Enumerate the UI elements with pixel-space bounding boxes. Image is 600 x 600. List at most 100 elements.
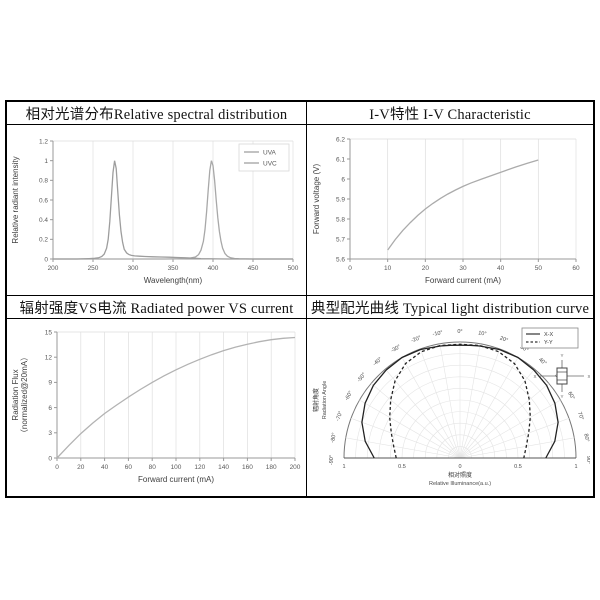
svg-text:X: X [533, 374, 536, 379]
polar-legend: X-X Y-Y [521, 327, 579, 348]
svg-text:50: 50 [535, 265, 543, 272]
svg-text:60: 60 [572, 265, 580, 272]
svg-text:-40°: -40° [372, 356, 384, 367]
svg-text:0.5: 0.5 [398, 464, 406, 470]
svg-text:-10°: -10° [432, 330, 443, 338]
svg-text:0.5: 0.5 [514, 464, 522, 470]
spectral-chart: 200 250 300 350 400 450 500 0 0.2 0.4 0.6 0.8 1 1.2 Wa… [11, 138, 299, 285]
svg-text:Y-Y: Y-Y [544, 340, 553, 346]
svg-text:Forward current (mA): Forward current (mA) [137, 475, 213, 484]
svg-text:300: 300 [127, 265, 138, 272]
svg-text:5.6: 5.6 [336, 256, 345, 263]
svg-text:200: 200 [47, 265, 58, 272]
svg-text:0.4: 0.4 [38, 217, 47, 224]
svg-text:相对照度: 相对照度 [448, 471, 472, 479]
svg-text:120: 120 [194, 464, 205, 471]
svg-text:20: 20 [422, 265, 430, 272]
svg-text:Relative radiant intensity: Relative radiant intensity [11, 156, 20, 243]
iv-chart-panel: 0 10 20 30 40 50 60 5.6 5.7 5.8 5.9 6 6.1 6.2 Forward … [307, 125, 593, 296]
svg-text:350: 350 [167, 265, 178, 272]
svg-text:Wavelength(nm): Wavelength(nm) [143, 276, 202, 285]
svg-text:辐射角度: 辐射角度 [312, 387, 320, 411]
svg-text:Y: Y [560, 394, 563, 399]
svg-text:Forward current (mA): Forward current (mA) [425, 276, 501, 285]
svg-text:60°: 60° [566, 390, 575, 400]
svg-text:30: 30 [459, 265, 467, 272]
svg-text:0.6: 0.6 [38, 197, 47, 204]
svg-text:-80°: -80° [330, 432, 338, 443]
svg-text:Relative Illuminance(a.u.): Relative Illuminance(a.u.) [429, 481, 491, 487]
series-X-X [361, 344, 559, 458]
series-forward-voltage [387, 159, 539, 251]
svg-text:6: 6 [48, 404, 52, 411]
svg-text:-90°: -90° [329, 454, 335, 464]
svg-text:-20°: -20° [410, 335, 422, 344]
svg-text:0.8: 0.8 [38, 178, 47, 185]
svg-text:40: 40 [497, 265, 505, 272]
svg-text:X-X: X-X [544, 332, 554, 338]
svg-text:90°: 90° [585, 455, 590, 463]
svg-text:20°: 20° [499, 335, 509, 343]
spectral-chart-panel: 200 250 300 350 400 450 500 0 0.2 0.4 0.6 0.8 1 1.2 Wa… [7, 125, 307, 296]
series-UVC [52, 160, 293, 260]
svg-text:0°: 0° [457, 329, 462, 335]
svg-text:10: 10 [384, 265, 392, 272]
svg-text:40: 40 [100, 464, 108, 471]
svg-text:5.7: 5.7 [336, 236, 345, 243]
svg-text:6.1: 6.1 [336, 156, 345, 163]
svg-text:1.2: 1.2 [38, 138, 47, 145]
light-distribution-chart: -90° -80° -70°-60°-50° -40° -30° -20° -10° 0° 1 0… [312, 327, 590, 487]
svg-text:1: 1 [44, 158, 48, 165]
panel-title-spectral-text: 相对光谱分布Relative spectral distribution [25, 106, 288, 123]
panel-title-polar-text: 典型配光曲线 Typical light distribution curve [310, 300, 590, 317]
svg-text:140: 140 [218, 464, 229, 471]
svg-text:Y: Y [560, 353, 563, 358]
svg-text:80°: 80° [582, 433, 589, 442]
svg-text:0: 0 [44, 256, 48, 263]
svg-text:12: 12 [44, 354, 52, 361]
svg-text:-60°: -60° [344, 390, 354, 402]
svg-text:180: 180 [265, 464, 276, 471]
iv-chart: 0 10 20 30 40 50 60 5.6 5.7 5.8 5.9 6 6.1 6.2 Forward … [312, 136, 580, 285]
svg-text:40°: 40° [537, 356, 547, 366]
panel-title-iv: I-V特性 I-V Characteristic [307, 102, 593, 125]
svg-text:-50°: -50° [356, 371, 367, 383]
svg-text:UVA: UVA [263, 149, 277, 156]
polar-chart-panel: -90° -80° -70° -60° -50° -40° -30° -20° -10° 0° 1 0… [307, 319, 593, 496]
svg-text:-70°: -70° [335, 410, 344, 422]
svg-text:0: 0 [48, 455, 52, 462]
series-radiation-flux [56, 336, 295, 458]
svg-text:160: 160 [241, 464, 252, 471]
svg-text:1: 1 [574, 464, 577, 470]
flux-chart-panel: 0 20 40 60 80 100 120 140 160 180 200 0 3 6 9 12 15 Forwa… [7, 319, 307, 496]
led-package-icon: X X Y Y [533, 353, 590, 399]
svg-text:0: 0 [348, 265, 352, 272]
svg-text:X: X [587, 374, 590, 379]
panel-title-polar: 典型配光曲线 Typical light distribution curve [307, 296, 593, 319]
svg-text:（normalized@20mA）: （normalized@20mA） [20, 352, 29, 436]
svg-text:0.2: 0.2 [38, 237, 47, 244]
svg-text:3: 3 [48, 430, 52, 437]
chart-legend: UVA UVC [238, 143, 289, 172]
svg-text:6: 6 [341, 176, 345, 183]
svg-text:Radiation Angle: Radiation Angle [322, 380, 328, 419]
svg-text:200: 200 [289, 464, 300, 471]
svg-text:80: 80 [148, 464, 156, 471]
svg-text:250: 250 [87, 265, 98, 272]
series-Y-Y [389, 343, 531, 458]
panel-title-iv-text: I-V特性 I-V Characteristic [369, 106, 531, 123]
panel-title-flux: 辐射强度VS电流 Radiated power VS current [7, 296, 307, 319]
svg-text:5.9: 5.9 [336, 196, 345, 203]
svg-text:100: 100 [170, 464, 181, 471]
svg-text:0: 0 [55, 464, 59, 471]
svg-text:-30°: -30° [390, 344, 402, 354]
svg-text:0: 0 [458, 464, 461, 470]
svg-text:Forward voltage (V): Forward voltage (V) [312, 164, 321, 235]
panel-title-spectral: 相对光谱分布Relative spectral distribution [7, 102, 307, 125]
svg-text:UVC: UVC [263, 160, 277, 167]
svg-text:5.8: 5.8 [336, 216, 345, 223]
svg-text:500: 500 [287, 265, 298, 272]
svg-text:15: 15 [44, 329, 52, 336]
svg-text:70°: 70° [576, 411, 584, 421]
